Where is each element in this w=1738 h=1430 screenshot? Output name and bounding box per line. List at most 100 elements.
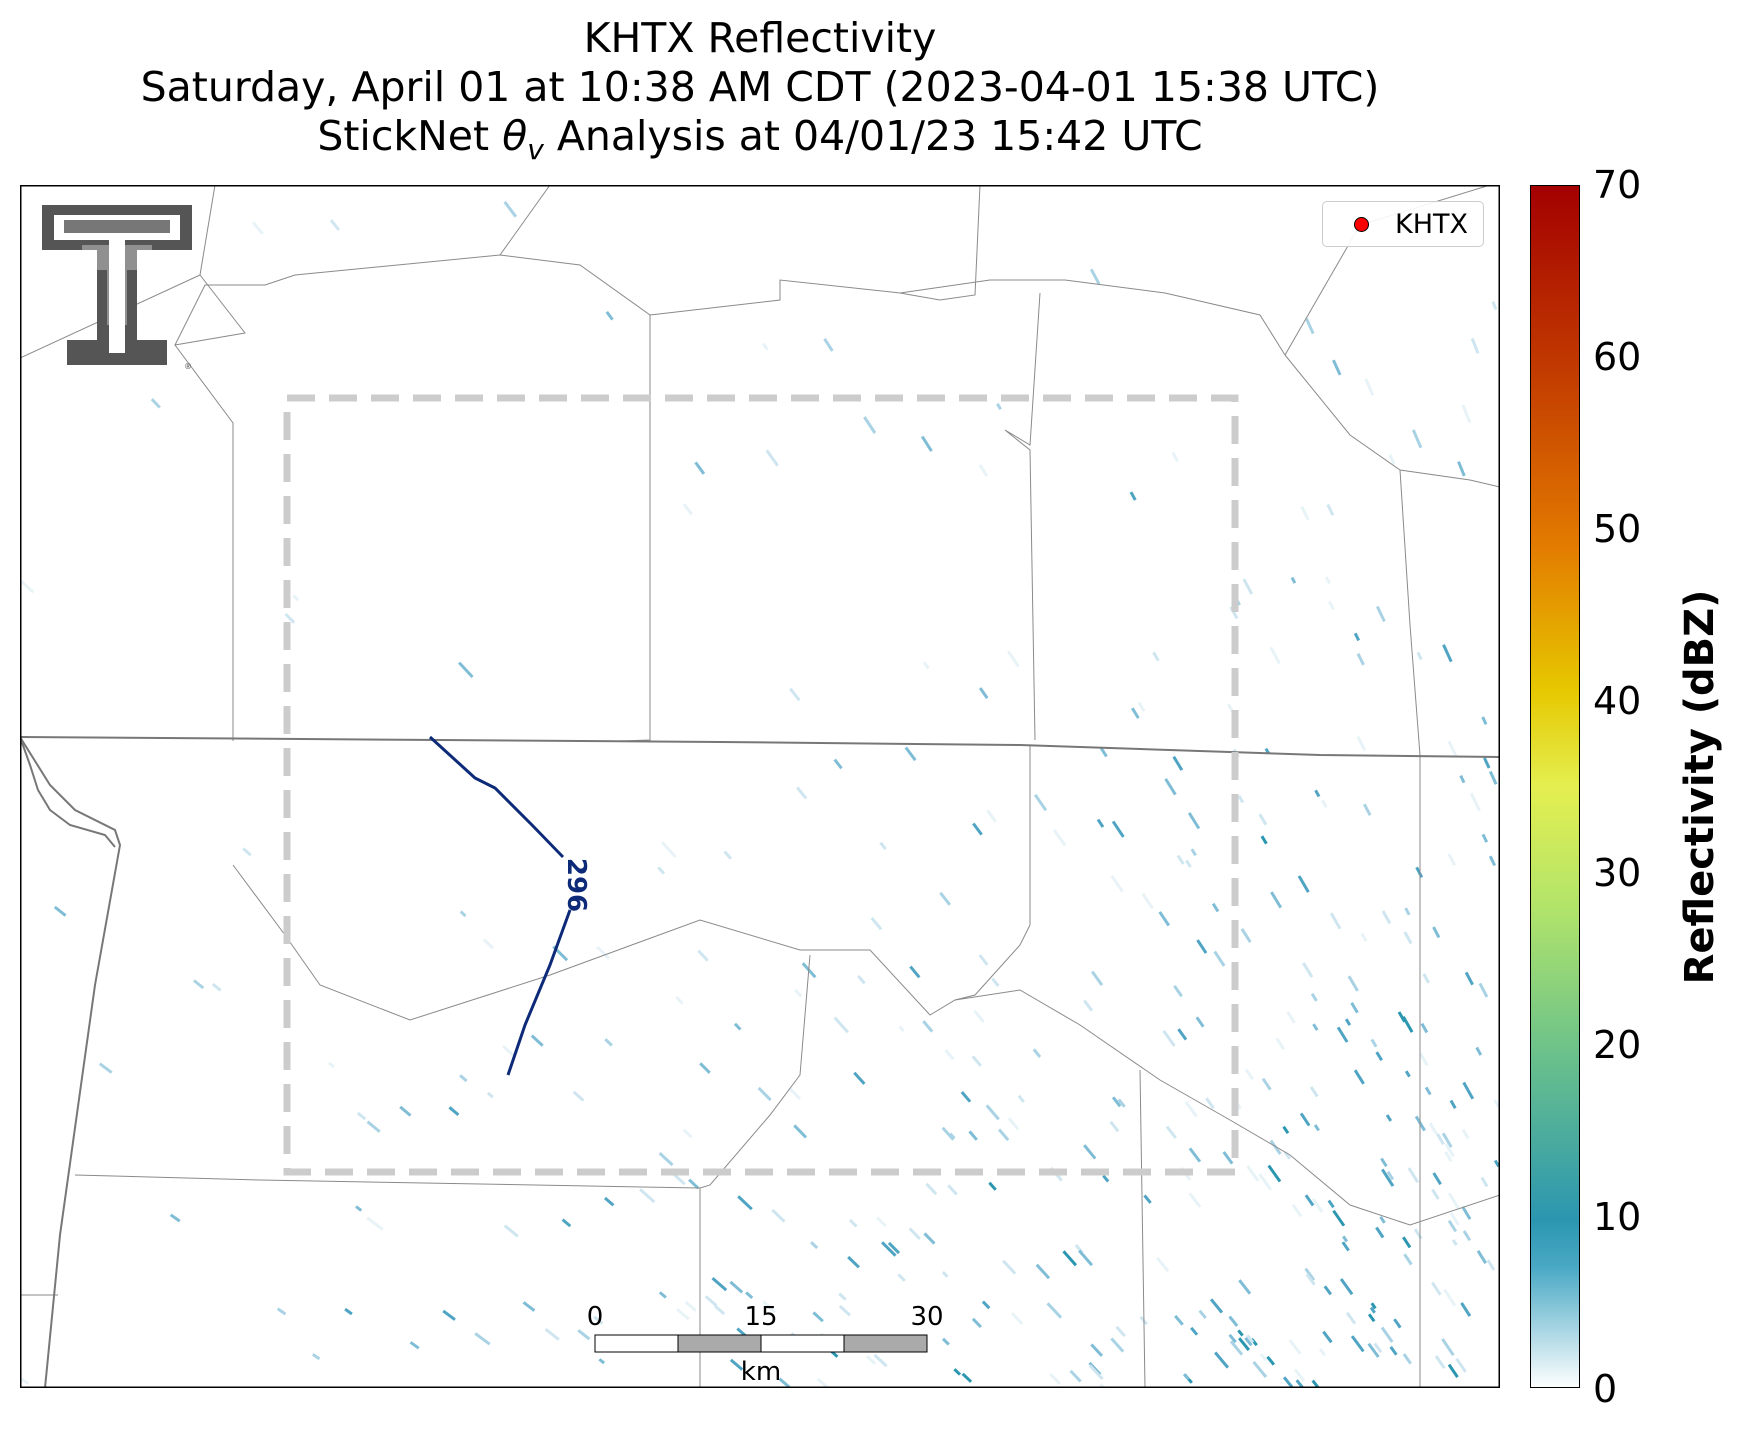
echo-streak bbox=[823, 337, 834, 352]
echo-streak bbox=[789, 687, 801, 702]
echo-streak bbox=[503, 201, 517, 218]
echo-streak bbox=[682, 1128, 693, 1139]
echo-streak bbox=[1007, 1117, 1020, 1131]
echo-streak bbox=[1461, 404, 1472, 424]
echo-streak bbox=[1375, 1226, 1385, 1239]
echo-streak bbox=[1481, 833, 1489, 843]
echo-streak bbox=[1432, 1172, 1442, 1186]
echo-streak bbox=[920, 435, 933, 452]
echo-streak bbox=[1083, 1144, 1097, 1160]
echo-streak bbox=[1379, 1215, 1386, 1224]
echo-streak bbox=[169, 1213, 181, 1223]
echo-streak bbox=[849, 1219, 858, 1228]
echo-streak bbox=[699, 1062, 711, 1074]
title-datetime: Saturday, April 01 at 10:38 AM CDT (2023… bbox=[140, 63, 1380, 111]
echo-streak bbox=[1184, 1100, 1198, 1118]
echo-streak bbox=[1332, 359, 1342, 376]
echo-streak bbox=[442, 1309, 456, 1321]
echo-streak bbox=[459, 1074, 468, 1083]
echo-streak bbox=[1102, 1174, 1110, 1183]
echo-streak bbox=[1404, 1070, 1411, 1078]
echo-streak bbox=[761, 342, 769, 351]
echo-streak bbox=[1381, 1168, 1395, 1187]
colorbar-tick-10: 10 bbox=[1593, 1195, 1642, 1239]
echo-streak bbox=[1290, 576, 1297, 584]
echo-streak bbox=[1353, 632, 1361, 642]
echo-streak bbox=[812, 1311, 824, 1323]
echo-streak bbox=[1304, 1194, 1315, 1207]
colorbar-tick-70: 70 bbox=[1593, 163, 1642, 207]
echo-streak bbox=[737, 1195, 753, 1211]
echo-streak bbox=[1110, 874, 1124, 893]
echo-streak bbox=[1017, 1094, 1025, 1103]
echo-streak bbox=[688, 1178, 700, 1190]
echo-streak bbox=[1188, 1192, 1202, 1208]
echo-streak bbox=[1323, 1285, 1333, 1296]
echo-streak bbox=[1475, 1046, 1483, 1056]
echo-streak bbox=[1402, 1236, 1412, 1249]
echo-streak bbox=[1364, 378, 1375, 396]
echo-streak bbox=[1431, 1281, 1442, 1296]
texas-tech-logo: ® bbox=[42, 205, 192, 371]
echo-streak bbox=[604, 1038, 613, 1047]
echo-streak bbox=[1089, 268, 1101, 285]
echo-streak bbox=[329, 219, 341, 231]
echo-streak bbox=[1246, 1165, 1260, 1182]
echo-streak bbox=[366, 1216, 384, 1231]
echo-streak bbox=[1083, 999, 1094, 1012]
echo-streak bbox=[1486, 1259, 1496, 1271]
echo-streak bbox=[762, 1300, 777, 1314]
echo-streak bbox=[1187, 812, 1201, 830]
echo-streak bbox=[1090, 970, 1104, 986]
echo-streak bbox=[1209, 1298, 1224, 1314]
echo-streak bbox=[1324, 576, 1331, 585]
colorbar-tick-50: 50 bbox=[1593, 507, 1642, 551]
echo-streak bbox=[909, 965, 921, 979]
reflectivity-echoes bbox=[20, 201, 1500, 1388]
legend: KHTX bbox=[1322, 201, 1484, 247]
echo-streak bbox=[733, 1022, 742, 1031]
echo-streak bbox=[561, 1218, 572, 1228]
echo-streak bbox=[1099, 747, 1108, 758]
echo-streak bbox=[1328, 600, 1335, 611]
echo-streak bbox=[284, 612, 296, 624]
echo-streak bbox=[898, 1025, 905, 1033]
echo-streak bbox=[1162, 1030, 1176, 1047]
echo-streak bbox=[1314, 789, 1321, 798]
echo-streak bbox=[1447, 1219, 1458, 1233]
echo-streak bbox=[1032, 1048, 1042, 1058]
theta-v-contour-lower bbox=[506, 909, 572, 1076]
echo-streak bbox=[1478, 982, 1489, 998]
scale-tick-30: 30 bbox=[910, 1302, 943, 1332]
echo-streak bbox=[1293, 1368, 1305, 1382]
echo-streak bbox=[1360, 932, 1368, 942]
echo-streak bbox=[1441, 1132, 1453, 1148]
echo-streak bbox=[486, 1091, 494, 1099]
echo-streak bbox=[1444, 1143, 1455, 1158]
echo-streak bbox=[881, 1241, 897, 1257]
echo-streak bbox=[1299, 1112, 1311, 1127]
echo-streak bbox=[1461, 1206, 1472, 1220]
echo-streak bbox=[1424, 1086, 1432, 1096]
echo-streak bbox=[1403, 931, 1413, 945]
echo-streak bbox=[1304, 1267, 1316, 1281]
echo-streak bbox=[810, 1241, 819, 1250]
echo-streak bbox=[978, 687, 989, 699]
echo-streak bbox=[981, 1300, 991, 1310]
echo-streak bbox=[366, 1120, 381, 1133]
echo-streak bbox=[311, 1353, 321, 1361]
echo-streak bbox=[684, 1300, 697, 1312]
echo-streak bbox=[694, 461, 706, 475]
echo-streak bbox=[1386, 1170, 1395, 1181]
echo-streak bbox=[793, 1124, 808, 1139]
echo-streak bbox=[1269, 646, 1281, 665]
echo-streak bbox=[1088, 1361, 1102, 1376]
echo-streak bbox=[947, 1184, 958, 1196]
echo-streak bbox=[658, 1152, 674, 1167]
echo-streak bbox=[1367, 1313, 1376, 1323]
contour-label: 296 bbox=[561, 858, 591, 912]
echo-streak bbox=[1309, 1086, 1319, 1098]
echo-streak bbox=[1441, 1338, 1455, 1357]
echo-streak bbox=[757, 1086, 772, 1102]
echo-streak bbox=[1321, 799, 1328, 809]
